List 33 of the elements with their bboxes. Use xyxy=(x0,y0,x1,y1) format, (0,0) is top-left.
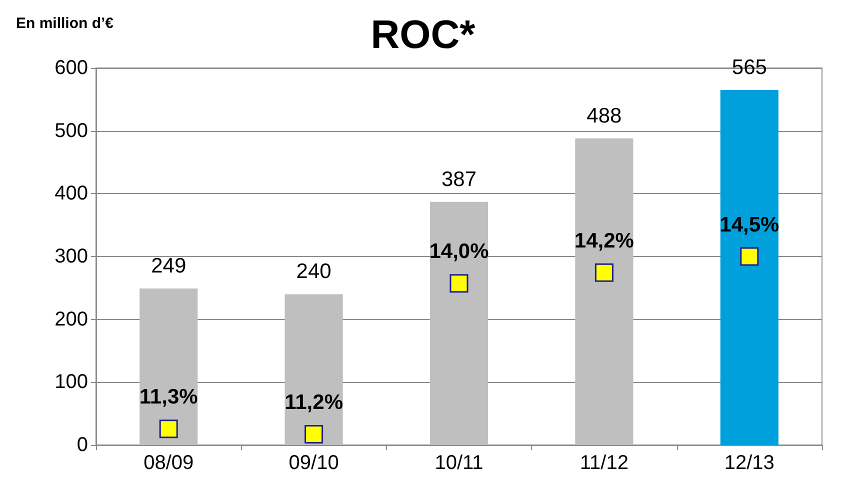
data-label: 14,2% xyxy=(574,229,634,252)
data-label: 488 xyxy=(586,104,622,128)
point xyxy=(159,420,178,438)
y-tick-label: 600 xyxy=(54,57,88,79)
y-tick-label: 400 xyxy=(54,182,88,205)
point xyxy=(740,247,759,266)
data-label: 565 xyxy=(732,56,767,79)
bar xyxy=(140,288,198,445)
bar xyxy=(575,138,634,445)
data-label: 387 xyxy=(441,168,477,191)
x-tick-label: 09/10 xyxy=(288,452,339,474)
data-label: 11,2% xyxy=(284,390,344,414)
y-tick-label: 100 xyxy=(54,371,88,394)
x-tick-label: 11/12 xyxy=(580,452,628,474)
y-tick-label: 0 xyxy=(76,434,88,456)
bar xyxy=(720,90,778,445)
x-tick-label: 12/13 xyxy=(724,452,774,474)
bar xyxy=(430,202,488,445)
chart-title: ROC* xyxy=(370,13,476,57)
point xyxy=(450,274,468,293)
data-label: 240 xyxy=(296,260,332,284)
data-label: 14,0% xyxy=(429,240,490,264)
y-tick-label: 300 xyxy=(54,246,88,268)
point xyxy=(304,424,324,444)
data-label: 249 xyxy=(151,254,186,278)
y-tick-label: 200 xyxy=(54,308,88,330)
bar xyxy=(284,294,343,445)
y-tick-label: 500 xyxy=(54,120,88,142)
x-tick-label: 08/09 xyxy=(144,452,194,474)
y-axis-title: En million d’€ xyxy=(16,15,114,32)
data-label: 11,3% xyxy=(139,386,198,409)
point xyxy=(594,263,614,282)
x-tick-label: 10/11 xyxy=(434,452,484,474)
